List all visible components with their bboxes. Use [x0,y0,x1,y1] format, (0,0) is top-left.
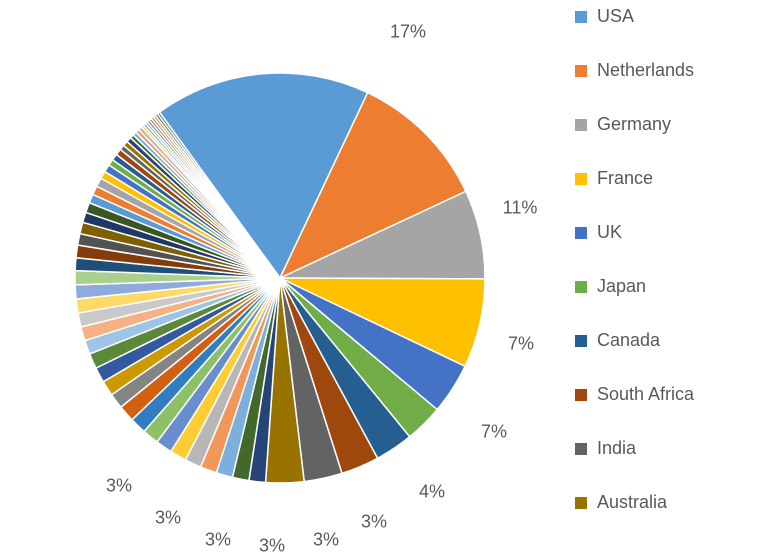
legend-label: Canada [597,330,660,351]
legend-label: USA [597,6,634,27]
pie-svg [0,0,560,558]
slice-pct-label: 3% [205,530,231,551]
slice-pct-label: 7% [481,422,507,443]
legend-label: South Africa [597,384,694,405]
legend-swatch [575,443,587,455]
legend-item: Germany [575,114,755,135]
legend-swatch [575,173,587,185]
legend-item: South Africa [575,384,755,405]
legend-swatch [575,119,587,131]
legend-swatch [575,335,587,347]
slice-pct-label: 3% [259,536,285,557]
legend-item: Netherlands [575,60,755,81]
slice-pct-label: 3% [361,512,387,533]
slice-pct-label: 11% [503,198,538,219]
legend: USA Netherlands Germany France UK Japan Canada… [575,6,755,546]
legend-item: UK [575,222,755,243]
slice-pct-label: 17% [390,22,426,43]
legend-label: UK [597,222,622,243]
legend-item: Canada [575,330,755,351]
slice-pct-label: 7% [508,334,534,355]
legend-swatch [575,497,587,509]
legend-label: India [597,438,636,459]
legend-label: France [597,168,653,189]
legend-swatch [575,281,587,293]
slice-pct-label: 4% [419,482,445,503]
slice-pct-label: 3% [313,530,339,551]
slice-pct-label: 3% [106,476,132,497]
pie-chart-container: { "chart": { "type": "pie", "center_x": … [0,0,757,558]
legend-item: Australia [575,492,755,513]
legend-label: Germany [597,114,671,135]
legend-swatch [575,389,587,401]
legend-swatch [575,65,587,77]
pie-chart: 17% 11% 7% 7% 4% 3% 3% 3% 3% 3% 3% [0,0,560,558]
legend-item: France [575,168,755,189]
legend-label: Australia [597,492,667,513]
legend-swatch [575,227,587,239]
slice-pct-label: 3% [155,508,181,529]
legend-label: Japan [597,276,646,297]
legend-label: Netherlands [597,60,694,81]
legend-item: India [575,438,755,459]
legend-item: Japan [575,276,755,297]
legend-item: USA [575,6,755,27]
legend-swatch [575,11,587,23]
